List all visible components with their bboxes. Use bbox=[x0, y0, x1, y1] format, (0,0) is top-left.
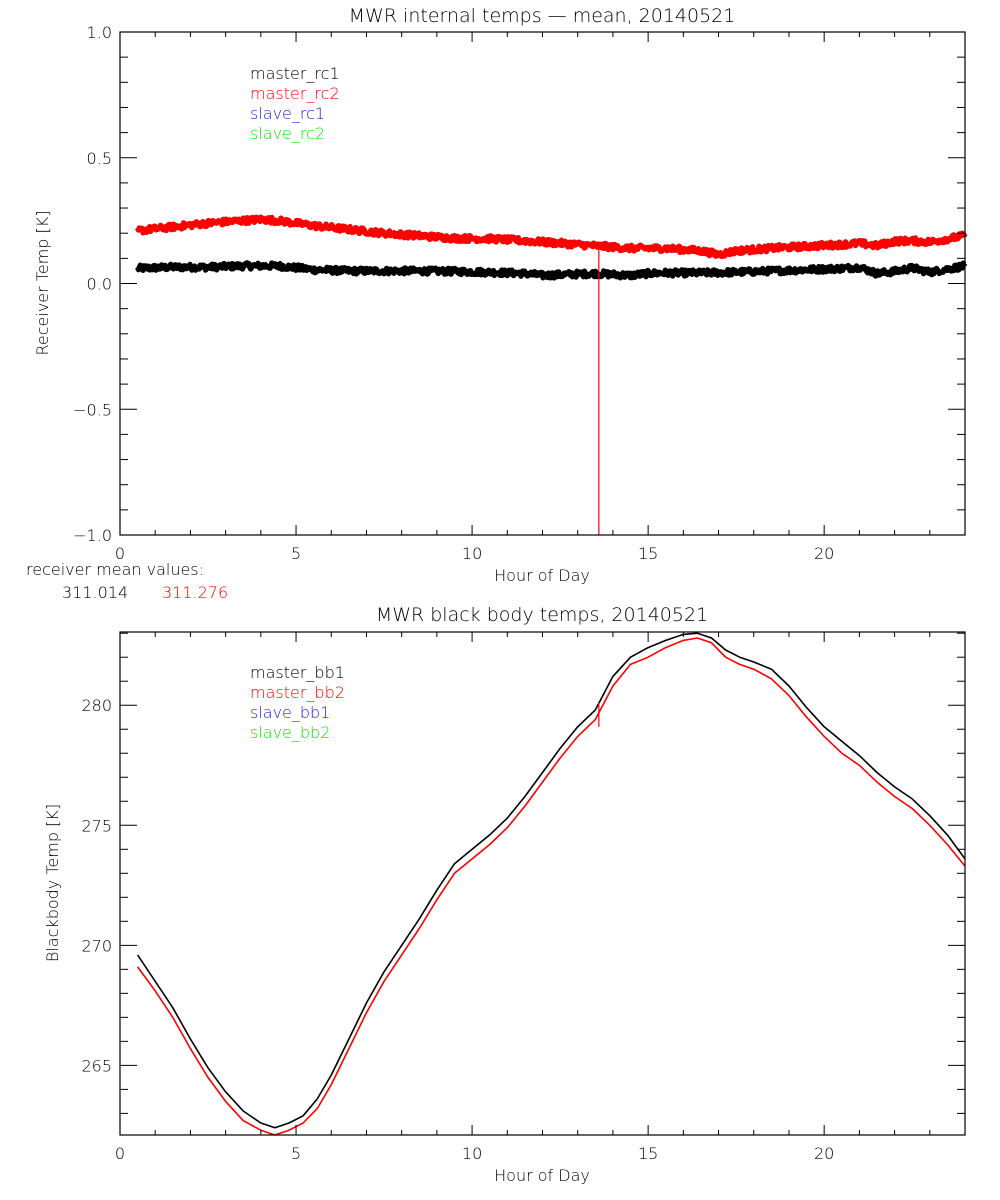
receiver-mean-values: receiver mean values: 311.014 311.276 bbox=[26, 560, 228, 602]
x-tick-label: 0 bbox=[115, 544, 125, 563]
chart-title: MWR internal temps — mean, 20140521 bbox=[349, 5, 736, 27]
series-layer bbox=[135, 214, 968, 281]
x-tick-label: 15 bbox=[638, 544, 658, 563]
y-tick-label: 270 bbox=[81, 936, 112, 955]
y-axis-label: Receiver Temp [K] bbox=[33, 210, 52, 355]
chart-title: MWR black body temps, 20140521 bbox=[376, 604, 708, 626]
x-tick-label: 5 bbox=[291, 1144, 301, 1163]
x-axis-label: Hour of Day bbox=[494, 1166, 590, 1185]
y-tick-label: −0.5 bbox=[73, 400, 112, 419]
blackbody-temp-chart: MWR black body temps, 20140521 Blackbody… bbox=[43, 604, 966, 1185]
series-line-master_bb2 bbox=[136, 637, 966, 1136]
plot-frame bbox=[119, 631, 966, 1136]
receiver-temp-chart: MWR internal temps — mean, 20140521 Rece… bbox=[33, 5, 968, 585]
y-tick-label: 275 bbox=[81, 816, 112, 835]
series-line-master_rc1 bbox=[135, 260, 968, 281]
y-axis-label: Blackbody Temp [K] bbox=[43, 804, 62, 962]
receiver-mean-value-2: 311.276 bbox=[162, 583, 228, 602]
receiver-mean-label: receiver mean values: bbox=[26, 560, 204, 579]
legend-entry-slave_bb2: slave_bb2 bbox=[250, 723, 330, 742]
y-tick-label: 280 bbox=[81, 696, 112, 715]
x-tick-label: 20 bbox=[814, 1144, 834, 1163]
legend-entry-slave_bb1: slave_bb1 bbox=[250, 703, 330, 722]
y-tick-label: 1.0 bbox=[87, 23, 112, 42]
series-line-master_bb1 bbox=[136, 632, 966, 1129]
x-tick-label: 0 bbox=[115, 1144, 125, 1163]
x-tick-label: 20 bbox=[814, 544, 834, 563]
receiver-mean-value-1: 311.014 bbox=[62, 583, 128, 602]
legend-entry-master_bb1: master_bb1 bbox=[250, 663, 345, 682]
x-axis-label: Hour of Day bbox=[494, 566, 590, 585]
legend-entry-slave_rc2: slave_rc2 bbox=[250, 124, 325, 143]
legend-entry-master_rc1: master_rc1 bbox=[250, 64, 340, 83]
axes: 0 5 10 15 20 265 270 275 280 bbox=[81, 631, 966, 1163]
x-tick-label: 15 bbox=[638, 1144, 658, 1163]
plot-frame bbox=[119, 31, 966, 536]
x-tick-label: 10 bbox=[462, 1144, 482, 1163]
x-tick-label: 10 bbox=[462, 544, 482, 563]
axes: 0 5 10 15 20 −1.0 −0.5 0.0 0.5 1.0 bbox=[73, 23, 966, 563]
series-layer bbox=[136, 632, 966, 1136]
y-tick-label: 0.5 bbox=[87, 149, 112, 168]
legend-entry-master_bb2: master_bb2 bbox=[250, 683, 345, 702]
y-tick-label: −1.0 bbox=[73, 526, 112, 545]
legend-entry-slave_rc1: slave_rc1 bbox=[250, 104, 325, 123]
series-line-master_rc2 bbox=[135, 214, 968, 259]
y-tick-label: 0.0 bbox=[87, 275, 112, 294]
legend-entry-master_rc2: master_rc2 bbox=[250, 84, 340, 103]
x-tick-label: 5 bbox=[291, 544, 301, 563]
y-tick-label: 265 bbox=[81, 1056, 112, 1075]
